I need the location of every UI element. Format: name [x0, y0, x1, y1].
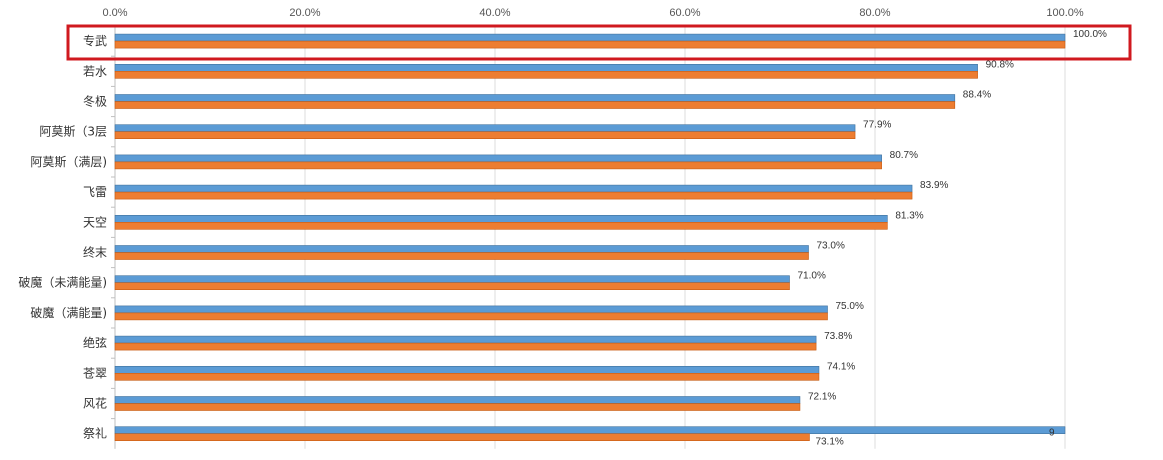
bar-series-1 [114, 64, 978, 72]
bar-series-2 [114, 40, 1066, 49]
bar-series-2 [114, 131, 856, 139]
category-label: 阿莫斯（3层 [39, 125, 107, 139]
x-tick-label: 40.0% [479, 7, 510, 19]
data-label: 71.0% [798, 271, 826, 282]
bar-series-1 [114, 33, 1066, 42]
data-label: 75.0% [836, 301, 864, 312]
bar-series-2 [114, 433, 810, 442]
category-label: 绝弦 [83, 335, 107, 350]
gridlines [114, 26, 1066, 449]
x-tick-label: 80.0% [859, 7, 890, 19]
category-label: 若水 [83, 64, 107, 78]
bar-series-1 [114, 215, 888, 223]
highlight [66, 24, 1132, 61]
bar-series-2 [114, 342, 817, 351]
category-label: 破魔（满能量) [30, 305, 107, 320]
bar-series-1 [114, 335, 817, 344]
category-label: 终末 [83, 245, 107, 260]
bar-series-2 [114, 312, 828, 321]
highlight-box [66, 24, 1132, 61]
category-label: 专武 [83, 33, 107, 48]
bar-series-1 [114, 94, 956, 102]
bar-series-2 [114, 101, 956, 109]
bar-series-2 [114, 191, 913, 200]
bar-series-2 [114, 282, 790, 291]
bar-series-1 [114, 305, 828, 314]
data-label: 74.1% [827, 361, 855, 372]
category-label: 苍翠 [83, 366, 107, 380]
data-label: 73.0% [817, 241, 845, 252]
x-tick-label: 100.0% [1046, 7, 1084, 19]
data-label: 77.9% [863, 120, 891, 131]
data-label: 73.8% [824, 331, 852, 342]
data-labels: 100.0% 90.8% 88.4% 77.9% 80.7% 83.9% 81.3% 73.0… [798, 29, 1108, 448]
bar-series-1 [114, 396, 801, 404]
data-label: 72.1% [808, 392, 836, 403]
data-label: 88.4% [963, 90, 991, 101]
category-label: 阿莫斯（满层) [30, 155, 107, 169]
category-label: 祭礼 [83, 426, 107, 441]
bars [114, 33, 1066, 442]
bar-series-2 [114, 372, 820, 381]
bar-series-2 [114, 71, 978, 79]
bar-series-2 [114, 161, 882, 170]
x-tick-label: 20.0% [289, 7, 320, 19]
data-label: 90.8% [986, 59, 1014, 70]
bar-series-1 [114, 426, 1066, 435]
bar-series-1 [114, 365, 820, 374]
category-label: 破魔（未满能量) [18, 275, 107, 290]
category-label: 风花 [83, 396, 107, 411]
bar-series-1 [114, 154, 882, 163]
x-tick-label: 60.0% [669, 7, 700, 19]
data-label: 100.0% [1073, 29, 1107, 40]
bar-series-2 [114, 403, 801, 411]
bar-series-1 [114, 184, 913, 193]
bar-series-1 [114, 275, 790, 284]
data-label: 83.9% [920, 180, 948, 191]
category-label: 飞雷 [83, 185, 107, 199]
data-label: 73.1% [815, 437, 843, 448]
bar-series-1 [114, 124, 856, 132]
bar-series-2 [114, 252, 809, 260]
category-label: 冬极 [83, 94, 107, 109]
x-axis-ticks: 0.0% 20.0% 40.0% 60.0% 80.0% 100.0% [102, 7, 1083, 19]
data-label: 81.3% [895, 210, 923, 221]
bar-series-1 [114, 245, 809, 253]
data-label: 80.7% [890, 150, 918, 161]
category-label: 天空 [83, 215, 107, 229]
bar-series-2 [114, 222, 888, 230]
data-label-partial: 9 [1049, 428, 1055, 439]
x-tick-label: 0.0% [102, 7, 127, 19]
